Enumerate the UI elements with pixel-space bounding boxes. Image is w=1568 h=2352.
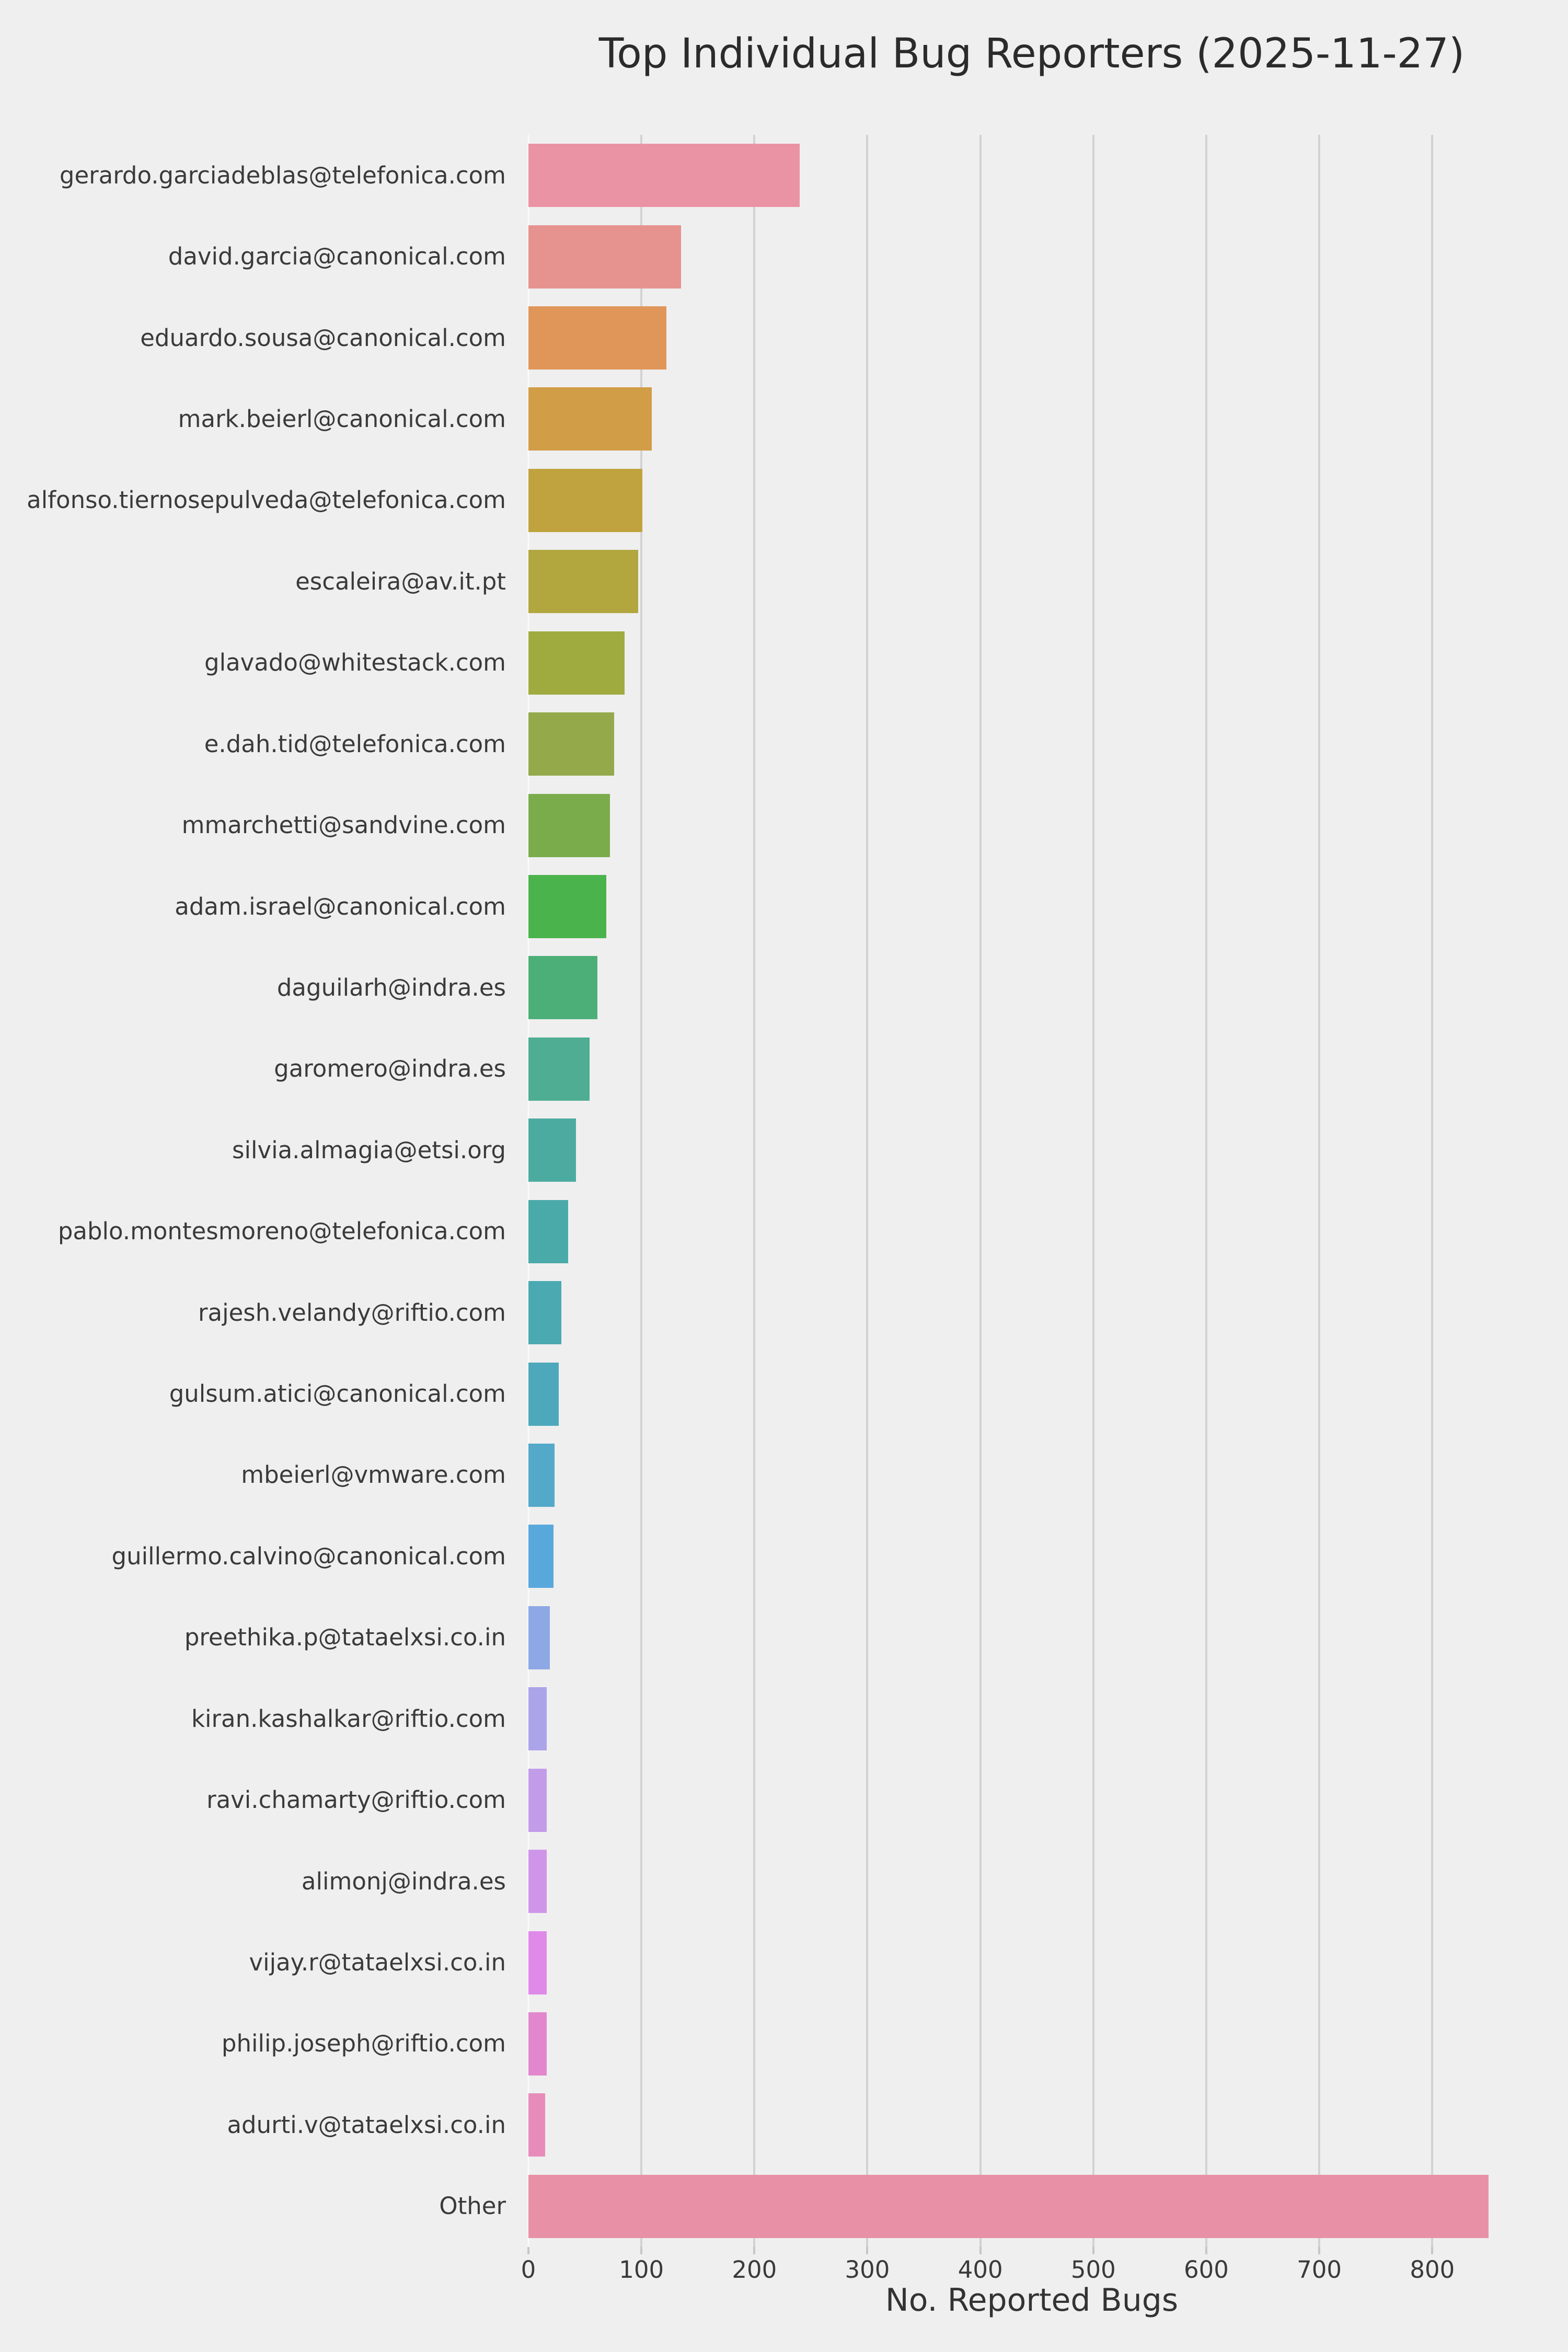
bar	[528, 712, 615, 776]
x-tick-mark	[866, 2247, 869, 2254]
bar	[528, 793, 610, 857]
x-axis-label: No. Reported Bugs	[885, 2282, 1179, 2319]
bar	[528, 1525, 554, 1588]
category-label: philip.joseph@riftio.com	[221, 2030, 506, 2058]
category-label: silvia.almagia@etsi.org	[232, 1136, 506, 1164]
bar	[528, 468, 643, 532]
bar	[528, 1119, 576, 1182]
x-tick-mark	[979, 2247, 982, 2254]
category-label: gerardo.garciadeblas@telefonica.com	[59, 161, 506, 189]
category-label: glavado@whitestack.com	[204, 649, 506, 677]
bar	[528, 2093, 546, 2157]
x-tick-mark	[1205, 2247, 1207, 2254]
category-label: e.dah.tid@telefonica.com	[204, 730, 506, 758]
category-label: daguilarh@indra.es	[276, 973, 506, 1001]
bar	[528, 2174, 1489, 2238]
bar	[528, 1768, 547, 1832]
zero-axis-spine	[527, 135, 529, 2247]
bar	[528, 2012, 547, 2076]
category-label: gulsum.atici@canonical.com	[169, 1380, 506, 1408]
category-label: adurti.v@tataelxsi.co.in	[227, 2111, 506, 2139]
gridline	[1431, 135, 1434, 2247]
bar	[528, 631, 625, 695]
category-label: guillermo.calvino@canonical.com	[111, 1542, 506, 1570]
x-tick-mark	[1092, 2247, 1094, 2254]
category-label: escaleira@av.it.pt	[295, 567, 506, 595]
bar	[528, 387, 652, 451]
bar	[528, 1200, 568, 1263]
x-tick-mark	[527, 2247, 529, 2254]
category-label: preethika.p@tataelxsi.co.in	[184, 1623, 506, 1652]
category-label: kiran.kashalkar@riftio.com	[191, 1704, 506, 1733]
gridline	[1092, 135, 1094, 2247]
gridline	[866, 135, 869, 2247]
bar	[528, 225, 681, 289]
bar	[528, 1687, 547, 1751]
x-tick-label: 800	[1410, 2256, 1455, 2284]
x-tick-label: 600	[1184, 2256, 1229, 2284]
x-tick-mark	[753, 2247, 756, 2254]
category-label: rajesh.velandy@riftio.com	[198, 1298, 506, 1327]
category-label: garomero@indra.es	[274, 1055, 506, 1083]
x-tick-label: 100	[619, 2256, 664, 2284]
bar	[528, 1362, 559, 1426]
category-label: alfonso.tiernosepulveda@telefonica.com	[27, 486, 506, 514]
x-tick-label: 400	[958, 2256, 1003, 2284]
category-label: mmarchetti@sandvine.com	[181, 811, 506, 839]
bar	[528, 144, 800, 207]
category-label: pablo.montesmoreno@telefonica.com	[57, 1217, 506, 1246]
x-tick-label: 0	[521, 2256, 536, 2284]
bar	[528, 875, 607, 939]
category-label: mbeierl@vmware.com	[241, 1461, 506, 1489]
category-axis: gerardo.garciadeblas@telefonica.com david…	[0, 135, 516, 2247]
chart-title: Top Individual Bug Reporters (2025-11-27…	[598, 30, 1465, 77]
category-label: adam.israel@canonical.com	[175, 892, 506, 920]
gridline	[1318, 135, 1321, 2247]
bar	[528, 1281, 561, 1345]
category-label: david.garcia@canonical.com	[168, 243, 506, 271]
x-tick-label: 700	[1297, 2256, 1342, 2284]
x-tick-label: 200	[732, 2256, 777, 2284]
bar	[528, 550, 638, 614]
category-label: vijay.r@tataelxsi.co.in	[249, 1949, 506, 1977]
category-label: eduardo.sousa@canonical.com	[140, 324, 506, 352]
bar	[528, 1931, 547, 1994]
gridline	[1205, 135, 1207, 2247]
category-label: ravi.chamarty@riftio.com	[206, 1786, 506, 1814]
bar	[528, 956, 597, 1020]
x-tick-mark	[640, 2247, 643, 2254]
category-label: alimonj@indra.es	[301, 1867, 506, 1895]
category-label: Other	[439, 2192, 506, 2220]
gridline	[979, 135, 982, 2247]
bar	[528, 1037, 590, 1101]
bar	[528, 1850, 547, 1913]
category-label: mark.beierl@canonical.com	[178, 405, 506, 433]
x-tick-label: 500	[1070, 2256, 1116, 2284]
gridline	[640, 135, 643, 2247]
bar	[528, 1443, 555, 1507]
bar	[528, 1606, 550, 1669]
x-tick-mark	[1318, 2247, 1321, 2254]
bar	[528, 306, 666, 370]
x-tick-label: 300	[845, 2256, 890, 2284]
x-tick-mark	[1431, 2247, 1434, 2254]
gridline	[753, 135, 756, 2247]
plot-area	[527, 135, 1535, 2247]
